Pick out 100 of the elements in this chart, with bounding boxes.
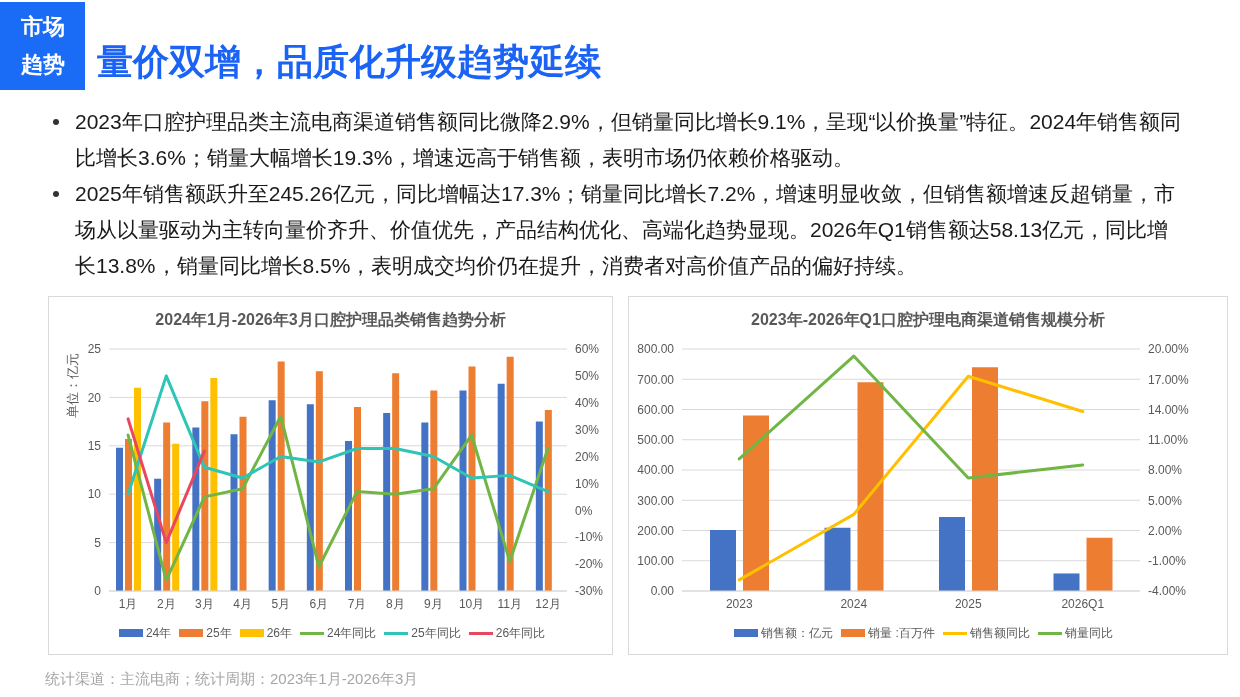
text: 统计渠道：主流电商；统计周期：2023年1月-2026年3月 (45, 669, 419, 689)
x-tick-label: 6月 (309, 596, 329, 611)
x-tick-label: 2月 (156, 596, 176, 611)
bar (497, 383, 505, 591)
x-tick-label: 8月 (385, 596, 405, 611)
bar (268, 400, 276, 591)
x-tick-label: 4月 (233, 596, 252, 611)
bar (239, 416, 247, 591)
legend-label: 25年同比 (411, 624, 461, 642)
y-tick-label: 800.00 (637, 342, 675, 357)
y2-tick-label: 11.00% (1148, 433, 1189, 448)
legend-label: 26年 (266, 624, 292, 642)
y-tick-label: 300.00 (637, 493, 675, 508)
legend-label: 24年同比 (327, 624, 377, 642)
y2-tick-label: -30% (575, 584, 604, 599)
y-tick-label: 600.00 (637, 402, 675, 417)
bar (544, 409, 552, 591)
legend-label: 销售额：亿元 (761, 624, 834, 642)
bar (459, 390, 467, 591)
y2-tick-label: 10% (575, 476, 600, 491)
bar (125, 439, 132, 591)
line-series (737, 354, 1085, 480)
y2-tick-label: 5.00% (1148, 493, 1183, 508)
legend-label: 销量同比 (1064, 624, 1113, 642)
y-tick-label: 500.00 (637, 433, 675, 448)
x-tick-label: 7月 (347, 596, 367, 611)
y2-tick-label: -4.00% (1148, 584, 1187, 599)
bar (230, 434, 238, 591)
y-tick-label: 0.00 (650, 584, 675, 599)
bar (939, 516, 965, 591)
y2-tick-label: 60% (575, 342, 600, 357)
y2-tick-label: 14.00% (1148, 402, 1190, 417)
bar (535, 421, 543, 591)
legend-label: 26年同比 (495, 624, 546, 642)
line-series (126, 374, 550, 496)
bar (972, 367, 998, 591)
y2-tick-label: 2.00% (1148, 523, 1183, 538)
x-tick-label: 11月 (497, 596, 522, 611)
bar (392, 373, 400, 591)
x-tick-label: 2026Q1 (1061, 596, 1105, 611)
bar (468, 366, 476, 591)
bar (743, 415, 769, 591)
y-tick-label: 200.00 (637, 523, 675, 538)
x-tick-label: 2023 (725, 596, 753, 611)
y-tick-label: 15 (87, 439, 102, 454)
y-axis-title: 单位：亿元 (64, 352, 80, 418)
bar (857, 382, 884, 591)
x-tick-label: 10月 (458, 596, 485, 611)
text: 量价双增，品质化升级趋势延续 (97, 40, 601, 84)
bar (383, 412, 391, 591)
y-tick-label: 20 (87, 390, 102, 405)
y-tick-label: 25 (87, 342, 102, 357)
bar (116, 447, 123, 591)
y-tick-label: 100.00 (637, 554, 675, 569)
bar (421, 422, 429, 591)
bar (506, 356, 514, 591)
y2-tick-label: 0% (575, 503, 593, 518)
x-tick-label: 12月 (535, 596, 561, 611)
y-tick-label: 10 (87, 487, 102, 502)
y-tick-label: 0 (94, 584, 102, 599)
x-tick-label: 1月 (118, 596, 138, 611)
bar (201, 401, 209, 591)
y2-tick-label: -1.00% (1148, 554, 1187, 569)
y-tick-label: 5 (94, 535, 102, 550)
bar (306, 404, 314, 591)
legend-label: 销量 :百万件 (868, 624, 935, 642)
line-series (126, 414, 550, 582)
text: 2023年口腔护理品类主流电商渠道销售额同比微降2.9%，但销量同比增长9.1%，呈现“以价换量”特征。2024年销售额同比增长3.6%；销量大幅增长19.3%，增速远高于销售额，表明市场仍依赖价格驱动。 (75, 109, 1183, 171)
y2-tick-label: 20.00% (1148, 342, 1190, 357)
x-tick-label: 3月 (195, 596, 214, 611)
bar (1053, 573, 1080, 591)
x-tick-label: 2024 (840, 596, 868, 611)
bar (710, 529, 736, 591)
x-tick-label: 5月 (271, 596, 291, 611)
y-tick-label: 400.00 (637, 463, 675, 478)
y2-tick-label: 40% (575, 396, 600, 411)
bar (210, 378, 218, 591)
x-tick-label: 2025 (954, 596, 982, 611)
bar (1086, 537, 1113, 591)
legend-label: 销售额同比 (969, 624, 1030, 642)
bar (354, 407, 361, 591)
y2-tick-label: 30% (575, 422, 600, 437)
bar (345, 440, 352, 591)
bar (430, 390, 438, 591)
section-badge: 市场趋势 (0, 2, 85, 90)
y2-tick-label: -20% (575, 557, 604, 572)
y-tick-label: 700.00 (637, 372, 675, 387)
x-tick-label: 9月 (424, 596, 443, 611)
chart-title: 2024年1月-2026年3月口腔护理品类销售趋势分析 (154, 310, 507, 330)
y2-tick-label: 8.00% (1148, 463, 1183, 478)
bar (824, 527, 851, 591)
bar (315, 371, 323, 591)
line-series (737, 374, 1085, 582)
y2-tick-label: -10% (575, 530, 604, 545)
bar (277, 361, 285, 591)
y2-tick-label: 20% (575, 449, 600, 464)
legend-label: 24年 (145, 624, 172, 642)
y2-tick-label: 17.00% (1148, 372, 1190, 387)
legend-label: 25年 (206, 624, 232, 642)
text: 2025年销售额跃升至245.26亿元，同比增幅达17.3%；销量同比增长7.2%，增速明显收敛，但销售额增速反超销量，市场从以量驱动为主转向量价齐升、价值优先，产品结构优化、高端化趋势显现。2026年Q1销售额达58.13亿元，同比增长13.8%，销量同比增长8.5%，表明成交均价仍在提升，消费者对高价值产品的偏好持续。 (75, 181, 1177, 279)
